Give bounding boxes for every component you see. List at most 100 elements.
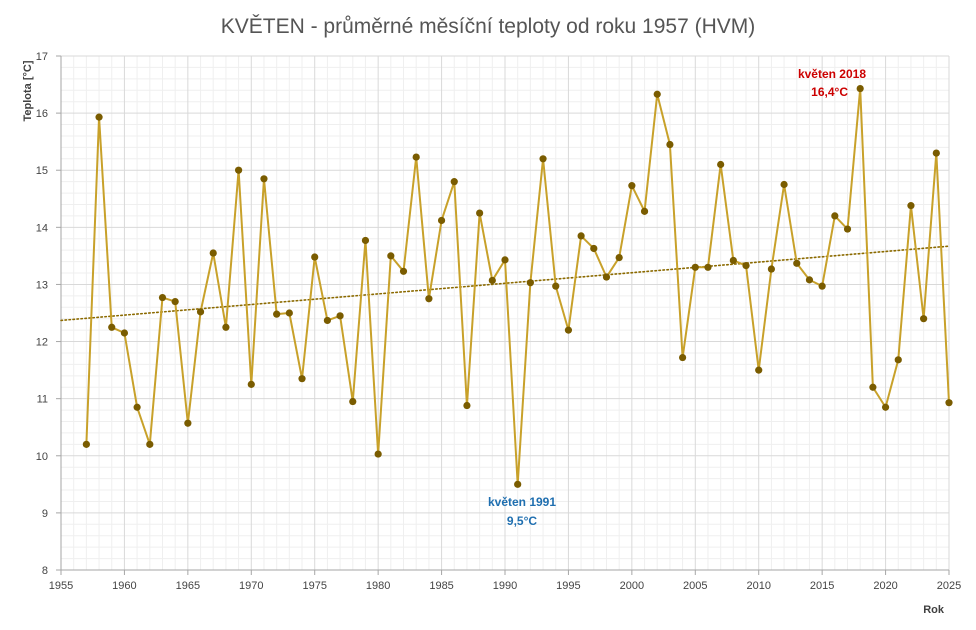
y-tick-label: 10 bbox=[36, 451, 48, 463]
chart-title: KVĚTEN - průměrné měsíční teploty od rok… bbox=[221, 15, 756, 38]
series-group bbox=[82, 84, 953, 488]
grid bbox=[60, 55, 950, 571]
data-point bbox=[907, 202, 915, 210]
data-point bbox=[374, 450, 382, 458]
data-point bbox=[437, 216, 446, 225]
data-point bbox=[653, 90, 661, 98]
y-tick-label: 14 bbox=[36, 222, 48, 234]
x-tick-label: 2020 bbox=[873, 580, 897, 592]
data-point bbox=[615, 254, 623, 262]
data-point bbox=[488, 276, 496, 285]
x-tick-label: 1990 bbox=[493, 580, 517, 592]
data-point bbox=[273, 310, 281, 318]
data-point bbox=[82, 440, 90, 448]
x-tick-label: 2000 bbox=[620, 580, 644, 592]
data-point bbox=[133, 403, 141, 411]
data-point bbox=[95, 113, 103, 121]
data-point bbox=[222, 323, 230, 331]
data-point bbox=[387, 252, 395, 260]
data-point bbox=[260, 175, 268, 183]
data-point bbox=[564, 326, 573, 334]
y-tick-label: 9 bbox=[42, 508, 48, 520]
data-point bbox=[755, 366, 763, 374]
data-point bbox=[298, 375, 306, 383]
data-point bbox=[590, 244, 598, 253]
x-tick-label: 1970 bbox=[239, 580, 263, 592]
y-tick-label: 12 bbox=[36, 337, 48, 349]
y-tick-label: 13 bbox=[36, 279, 48, 291]
trendline bbox=[60, 245, 950, 322]
data-point bbox=[602, 273, 611, 281]
data-point bbox=[869, 383, 877, 391]
y-axis-label: Teplota [°C] bbox=[22, 60, 34, 121]
x-tick-label: 2005 bbox=[683, 580, 707, 592]
data-point bbox=[311, 253, 319, 261]
data-point bbox=[945, 399, 953, 407]
data-point bbox=[843, 225, 852, 233]
data-point bbox=[146, 440, 154, 448]
data-point bbox=[640, 207, 649, 215]
data-point bbox=[920, 315, 928, 323]
data-point bbox=[285, 309, 293, 317]
x-tick-label: 1975 bbox=[302, 580, 326, 592]
data-point bbox=[501, 256, 509, 264]
data-point bbox=[805, 276, 814, 284]
data-point bbox=[628, 182, 636, 190]
data-point bbox=[196, 308, 205, 316]
data-point bbox=[894, 356, 902, 364]
annotation-label: květen 1991 bbox=[488, 495, 556, 509]
data-point bbox=[361, 236, 370, 245]
y-tick-label: 17 bbox=[36, 51, 48, 63]
data-point bbox=[158, 293, 167, 302]
data-point bbox=[742, 261, 750, 270]
data-point bbox=[729, 256, 737, 265]
data-point bbox=[247, 380, 255, 388]
x-tick-label: 1955 bbox=[49, 580, 73, 592]
data-point bbox=[881, 403, 890, 411]
data-point bbox=[717, 160, 725, 169]
data-point bbox=[539, 155, 547, 163]
trendline-group bbox=[60, 245, 950, 322]
data-point bbox=[793, 259, 801, 267]
annotation-value: 9,5°C bbox=[507, 514, 537, 528]
data-point bbox=[526, 279, 534, 287]
annotation-value: 16,4°C bbox=[811, 85, 848, 99]
data-point bbox=[184, 419, 192, 427]
data-point bbox=[399, 267, 408, 275]
x-tick-label: 1995 bbox=[556, 580, 580, 592]
x-tick-label: 1965 bbox=[176, 580, 200, 592]
y-tick-label: 8 bbox=[42, 565, 48, 577]
data-point bbox=[831, 212, 839, 220]
data-point bbox=[704, 263, 712, 271]
data-point bbox=[552, 282, 560, 290]
data-point bbox=[856, 84, 864, 93]
data-point bbox=[818, 282, 826, 290]
data-point bbox=[463, 401, 471, 410]
x-tick-label: 2010 bbox=[746, 580, 770, 592]
y-tick-label: 16 bbox=[36, 108, 48, 120]
data-point bbox=[450, 178, 458, 186]
data-point bbox=[767, 265, 776, 273]
y-tick-label: 11 bbox=[37, 394, 48, 406]
x-axis-label: Rok bbox=[923, 604, 945, 616]
data-point bbox=[666, 140, 674, 149]
data-point bbox=[679, 353, 687, 362]
axes: 1955 1960 1965 1970 1975 1980 1985 1990 1995 2000… bbox=[36, 51, 961, 592]
data-point bbox=[932, 149, 940, 157]
data-point bbox=[209, 249, 217, 257]
data-point bbox=[336, 312, 344, 320]
annotation-label: květen 2018 bbox=[798, 67, 866, 81]
data-point bbox=[108, 323, 116, 331]
data-point bbox=[120, 329, 129, 337]
data-point bbox=[323, 316, 331, 325]
x-tick-label: 1960 bbox=[112, 580, 136, 592]
x-tick-label: 2025 bbox=[937, 580, 961, 592]
data-point bbox=[577, 232, 585, 240]
data-point bbox=[476, 209, 484, 217]
data-point bbox=[412, 153, 420, 161]
y-tick-label: 15 bbox=[36, 165, 48, 177]
annotations: květen 2018 16,4°C květen 1991 9,5°C bbox=[488, 67, 866, 528]
x-tick-label: 1980 bbox=[366, 580, 390, 592]
